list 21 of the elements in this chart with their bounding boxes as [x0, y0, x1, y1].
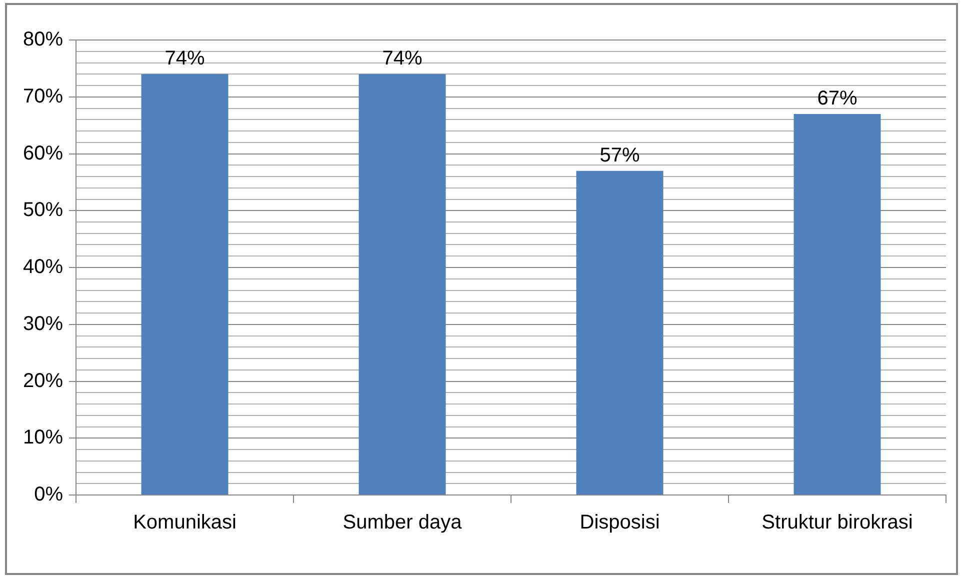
- y-tick-label: 0%: [34, 484, 64, 506]
- y-tick-label: 80%: [23, 28, 64, 51]
- x-tick-label: Struktur birokrasi: [762, 512, 913, 534]
- y-tick-label: 20%: [23, 370, 64, 392]
- y-tick-label: 50%: [23, 199, 64, 222]
- y-tick-label: 10%: [23, 426, 64, 449]
- data-label: 74%: [382, 48, 422, 70]
- data-label: 67%: [817, 87, 858, 110]
- y-tick-label: 40%: [23, 256, 64, 278]
- bar: [141, 74, 228, 494]
- y-tick-label: 70%: [23, 85, 64, 108]
- y-tick-label: 30%: [23, 312, 64, 335]
- bar: [794, 114, 881, 494]
- bar: [576, 170, 664, 494]
- x-tick-label: Disposisi: [580, 512, 660, 534]
- x-tick-label: Komunikasi: [133, 512, 236, 534]
- bar: [358, 74, 446, 494]
- y-tick-label: 60%: [23, 142, 64, 164]
- data-label: 57%: [600, 144, 640, 166]
- x-tick-label: Sumber daya: [342, 512, 463, 534]
- data-label: 74%: [164, 48, 206, 70]
